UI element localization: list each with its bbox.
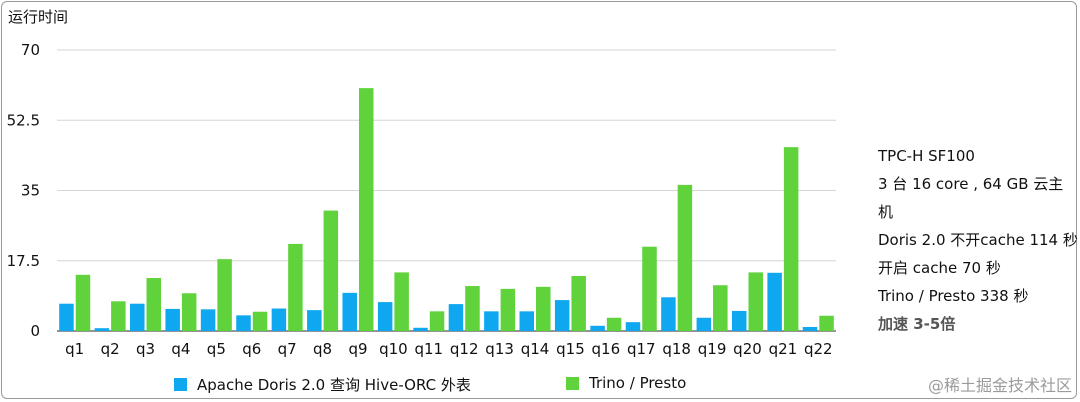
benchmark-notes: TPC-H SF100 3 台 16 core , 64 GB 云主机 Dori… — [878, 142, 1078, 338]
legend-item-trino: Trino / Presto — [566, 374, 686, 392]
bar-trino-q19 — [713, 285, 728, 331]
bar-trino-q9 — [358, 88, 374, 331]
bar-trino-q15 — [571, 276, 586, 331]
bar-doris-q4 — [165, 308, 180, 331]
y-tick-label: 70 — [21, 41, 40, 59]
bar-doris-q6 — [236, 315, 251, 331]
legend-swatch-trino — [566, 376, 579, 390]
y-tick-label: 0 — [30, 322, 40, 340]
bar-trino-q8 — [323, 210, 339, 331]
bar-doris-q2 — [94, 328, 110, 331]
bar-doris-q19 — [696, 317, 712, 331]
bar-trino-q18 — [677, 184, 693, 331]
x-tick-label: q8 — [313, 340, 332, 358]
bar-trino-q14 — [536, 286, 551, 331]
bar-trino-q5 — [217, 259, 232, 331]
x-tick-label: q16 — [592, 340, 621, 358]
bar-doris-q1 — [59, 303, 74, 331]
bar-trino-q10 — [394, 272, 409, 331]
y-axis-title: 运行时间 — [8, 8, 69, 26]
legend-item-doris: Apache Doris 2.0 查询 Hive-ORC 外表 — [174, 374, 471, 395]
bar-doris-q16 — [590, 325, 605, 331]
x-tick-label: q19 — [698, 340, 727, 358]
note-line: TPC-H SF100 — [878, 147, 975, 165]
x-tick-label: q17 — [627, 340, 656, 358]
x-tick-label: q7 — [278, 340, 297, 358]
bar-trino-q17 — [642, 246, 657, 331]
speedup-conclusion: 加速 3-5倍 — [878, 315, 956, 333]
x-tick-label: q1 — [65, 340, 84, 358]
bar-doris-q3 — [130, 303, 145, 331]
x-tick-label: q18 — [662, 340, 691, 358]
bar-trino-q6 — [252, 311, 268, 331]
bar-trino-q16 — [606, 317, 622, 331]
bar-trino-q22 — [819, 315, 834, 331]
y-tick-label: 17.5 — [7, 252, 40, 270]
bar-doris-q7 — [271, 308, 287, 331]
x-tick-label: q6 — [242, 340, 261, 358]
legend-swatch-doris — [174, 378, 187, 391]
bar-doris-q12 — [448, 304, 464, 331]
bar-doris-q8 — [307, 310, 322, 331]
legend-label-doris: Apache Doris 2.0 查询 Hive-ORC 外表 — [197, 376, 471, 394]
bar-doris-q14 — [519, 311, 535, 331]
note-line: 开启 cache 70 秒 — [878, 259, 1001, 277]
x-tick-label: q5 — [207, 340, 226, 358]
bar-trino-q3 — [146, 278, 162, 331]
bar-doris-q17 — [625, 322, 641, 331]
bar-doris-q9 — [342, 292, 357, 331]
bar-doris-q20 — [731, 310, 747, 331]
note-line: Trino / Presto 338 秒 — [878, 287, 1029, 305]
bar-trino-q2 — [111, 301, 126, 331]
x-tick-label: q15 — [556, 340, 585, 358]
x-tick-label: q13 — [485, 340, 514, 358]
note-line: 3 台 16 core , 64 GB 云主机 — [878, 175, 1064, 221]
x-tick-label: q4 — [171, 340, 190, 358]
x-tick-label: q2 — [101, 340, 120, 358]
bar-trino-q4 — [181, 293, 197, 331]
bar-trino-q7 — [288, 243, 303, 331]
bar-doris-q10 — [377, 302, 393, 331]
y-tick-label: 52.5 — [7, 111, 40, 129]
x-tick-label: q10 — [379, 340, 408, 358]
x-tick-label: q11 — [414, 340, 443, 358]
watermark: @稀土掘金技术社区 — [927, 376, 1072, 395]
bar-trino-q11 — [429, 311, 445, 331]
x-tick-label: q3 — [136, 340, 155, 358]
note-line: Doris 2.0 不开cache 114 秒 — [878, 231, 1078, 249]
x-tick-label: q9 — [348, 340, 367, 358]
x-tick-label: q12 — [450, 340, 479, 358]
x-tick-label: q20 — [733, 340, 762, 358]
bar-trino-q21 — [783, 147, 799, 331]
bar-trino-q13 — [500, 288, 516, 331]
bar-doris-q15 — [554, 300, 570, 331]
bar-trino-q12 — [465, 286, 480, 331]
bar-doris-q22 — [802, 326, 818, 331]
bar-doris-q11 — [413, 327, 428, 331]
bar-trino-q20 — [748, 272, 763, 331]
bar-trino-q1 — [75, 274, 91, 331]
y-tick-label: 35 — [21, 182, 40, 200]
legend-label-trino: Trino / Presto — [589, 374, 687, 392]
bar-doris-q18 — [661, 297, 676, 331]
x-tick-label: q22 — [804, 340, 833, 358]
x-tick-label: q21 — [769, 340, 798, 358]
bar-doris-q13 — [484, 311, 499, 331]
bar-doris-q21 — [767, 272, 782, 331]
bar-doris-q5 — [200, 309, 216, 331]
x-tick-label: q14 — [521, 340, 550, 358]
